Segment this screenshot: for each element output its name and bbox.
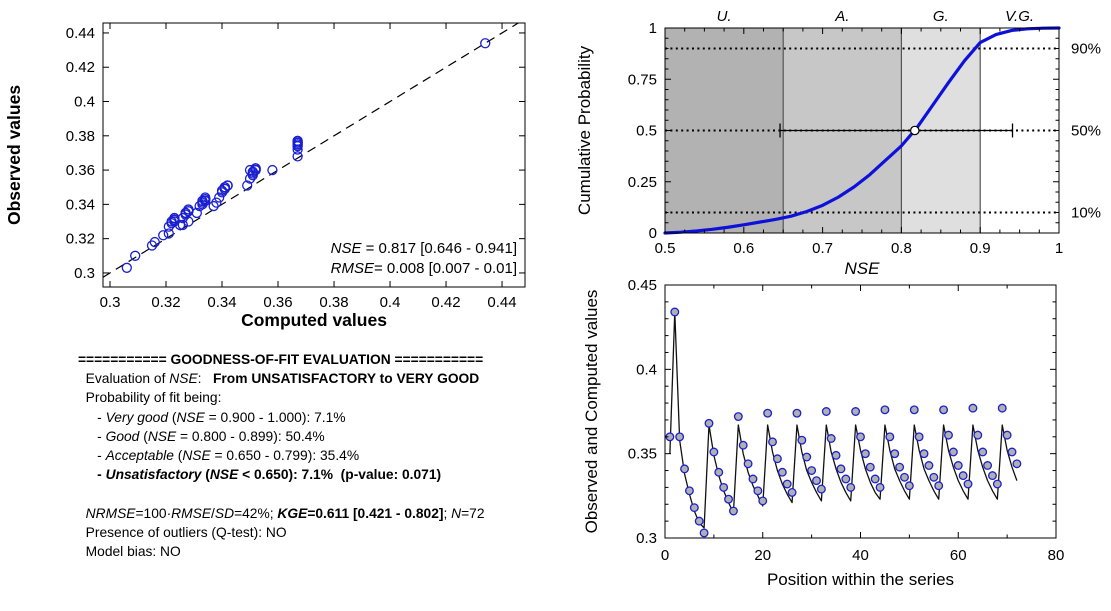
tick-labels: 0.5 0.6 0.7 0.8 0.9 1 0 0.25 0.5 0.75 1 bbox=[628, 20, 1063, 257]
axes bbox=[102, 22, 526, 288]
gof-line: Model bias: NO bbox=[78, 544, 181, 560]
svg-text:60: 60 bbox=[950, 547, 967, 564]
gof-line: - Good (NSE = 0.800 - 0.899): 50.4% bbox=[78, 428, 325, 444]
svg-text:0.3: 0.3 bbox=[636, 530, 657, 547]
series-xlabel: Position within the series bbox=[767, 570, 954, 589]
gof-line: - Unsatisfactory (NSE < 0.650): 7.1% (p-… bbox=[78, 467, 442, 483]
svg-text:0.45: 0.45 bbox=[628, 277, 657, 294]
svg-text:0.3: 0.3 bbox=[100, 294, 121, 311]
svg-text:0: 0 bbox=[661, 547, 669, 564]
identity-line bbox=[102, 22, 519, 278]
svg-text:0.42: 0.42 bbox=[66, 59, 95, 76]
svg-text:0.32: 0.32 bbox=[151, 294, 180, 311]
gof-line: NRMSE=100·RMSE/SD=42%; KGE=0.611 [0.421 … bbox=[85, 505, 485, 521]
svg-text:0.32: 0.32 bbox=[66, 231, 95, 248]
svg-text:0.9: 0.9 bbox=[970, 240, 991, 257]
nse-confidence-errorbar bbox=[779, 123, 1014, 138]
svg-text:0.38: 0.38 bbox=[319, 294, 348, 311]
svg-text:0.25: 0.25 bbox=[628, 174, 657, 191]
region-label: A. bbox=[834, 8, 849, 25]
svg-text:1: 1 bbox=[1055, 240, 1063, 257]
observed-series-points bbox=[665, 307, 1022, 538]
gof-line: - Very good (NSE = 0.900 - 1.000): 7.1% bbox=[78, 409, 346, 425]
svg-text:0.6: 0.6 bbox=[733, 240, 754, 257]
nse-annotation: NSE = 0.817 [0.646 - 0.941] bbox=[331, 240, 517, 257]
scatter-points bbox=[121, 38, 491, 273]
svg-text:0.34: 0.34 bbox=[66, 196, 95, 213]
svg-text:0.75: 0.75 bbox=[628, 71, 657, 88]
computed-series-line bbox=[669, 311, 1018, 529]
scatter-plot: 0.3 0.32 0.34 0.36 0.38 0.4 0.42 0.44 0.3 0.32 0.3… bbox=[4, 22, 526, 330]
gof-line bbox=[78, 484, 485, 503]
svg-text:40: 40 bbox=[852, 547, 869, 564]
svg-text:20: 20 bbox=[754, 547, 771, 564]
percent-label: 10% bbox=[1071, 205, 1101, 222]
gof-line: - Acceptable (NSE = 0.650 - 0.799): 35.4… bbox=[78, 448, 360, 464]
gof-line: Presence of outliers (Q-test): NO bbox=[78, 524, 287, 540]
axes bbox=[664, 27, 1060, 234]
svg-text:0.42: 0.42 bbox=[431, 294, 460, 311]
cdf-curve bbox=[663, 26, 1061, 235]
svg-text:80: 80 bbox=[1048, 547, 1065, 564]
series-ylabel: Observed and Computed values bbox=[582, 290, 601, 534]
region-label: G. bbox=[933, 8, 949, 25]
svg-text:0.44: 0.44 bbox=[487, 294, 516, 311]
svg-text:0.8: 0.8 bbox=[891, 240, 912, 257]
axes bbox=[664, 284, 1057, 539]
cdf-plot: U. A. G. V.G. 90% 50% 10% 0.5 0.6 0.7 0.8 0.9 1 0 0.25… bbox=[575, 8, 1101, 278]
svg-text:0.36: 0.36 bbox=[263, 294, 292, 311]
scatter-ylabel: Observed values bbox=[4, 85, 24, 225]
svg-text:0.34: 0.34 bbox=[207, 294, 236, 311]
svg-text:1: 1 bbox=[649, 20, 657, 37]
cdf-ylabel: Cumulative Probability bbox=[575, 45, 594, 215]
tick-labels: 0 20 40 60 80 0.3 0.35 0.4 0.45 bbox=[628, 277, 1065, 564]
region-label: V.G. bbox=[1005, 8, 1034, 25]
svg-text:0.4: 0.4 bbox=[74, 94, 95, 111]
svg-text:0.7: 0.7 bbox=[812, 240, 833, 257]
nse-median-marker bbox=[909, 125, 920, 136]
svg-text:0.38: 0.38 bbox=[66, 128, 95, 145]
svg-text:0.3: 0.3 bbox=[74, 265, 95, 282]
gof-evaluation-text: =========== GOODNESS-OF-FIT EVALUATION =… bbox=[78, 350, 485, 561]
svg-text:0.44: 0.44 bbox=[66, 25, 95, 42]
gof-line: Evaluation of NSE: From UNSATISFACTORY t… bbox=[78, 371, 480, 387]
percent-label: 90% bbox=[1071, 41, 1101, 58]
gof-line: Probability of fit being: bbox=[78, 390, 222, 406]
region-label: U. bbox=[717, 8, 732, 25]
gof-line: =========== GOODNESS-OF-FIT EVALUATION =… bbox=[78, 352, 484, 367]
svg-text:0.36: 0.36 bbox=[66, 162, 95, 179]
rmse-annotation: RMSE= 0.008 [0.007 - 0.01] bbox=[331, 260, 517, 277]
svg-text:0.35: 0.35 bbox=[628, 446, 657, 463]
svg-text:0.4: 0.4 bbox=[636, 361, 657, 378]
svg-text:0.5: 0.5 bbox=[655, 240, 676, 257]
scatter-xlabel: Computed values bbox=[241, 310, 387, 330]
svg-text:0: 0 bbox=[649, 225, 657, 242]
svg-text:0.4: 0.4 bbox=[380, 294, 401, 311]
tick-labels: 0.3 0.32 0.34 0.36 0.38 0.4 0.42 0.44 0.3 0.32 0.3… bbox=[66, 25, 517, 311]
percent-label: 50% bbox=[1071, 123, 1101, 140]
cdf-xlabel: NSE bbox=[845, 259, 881, 278]
series-plot: 0 20 40 60 80 0.3 0.35 0.4 0.45 Position within t… bbox=[582, 277, 1065, 589]
svg-text:0.5: 0.5 bbox=[636, 123, 657, 140]
